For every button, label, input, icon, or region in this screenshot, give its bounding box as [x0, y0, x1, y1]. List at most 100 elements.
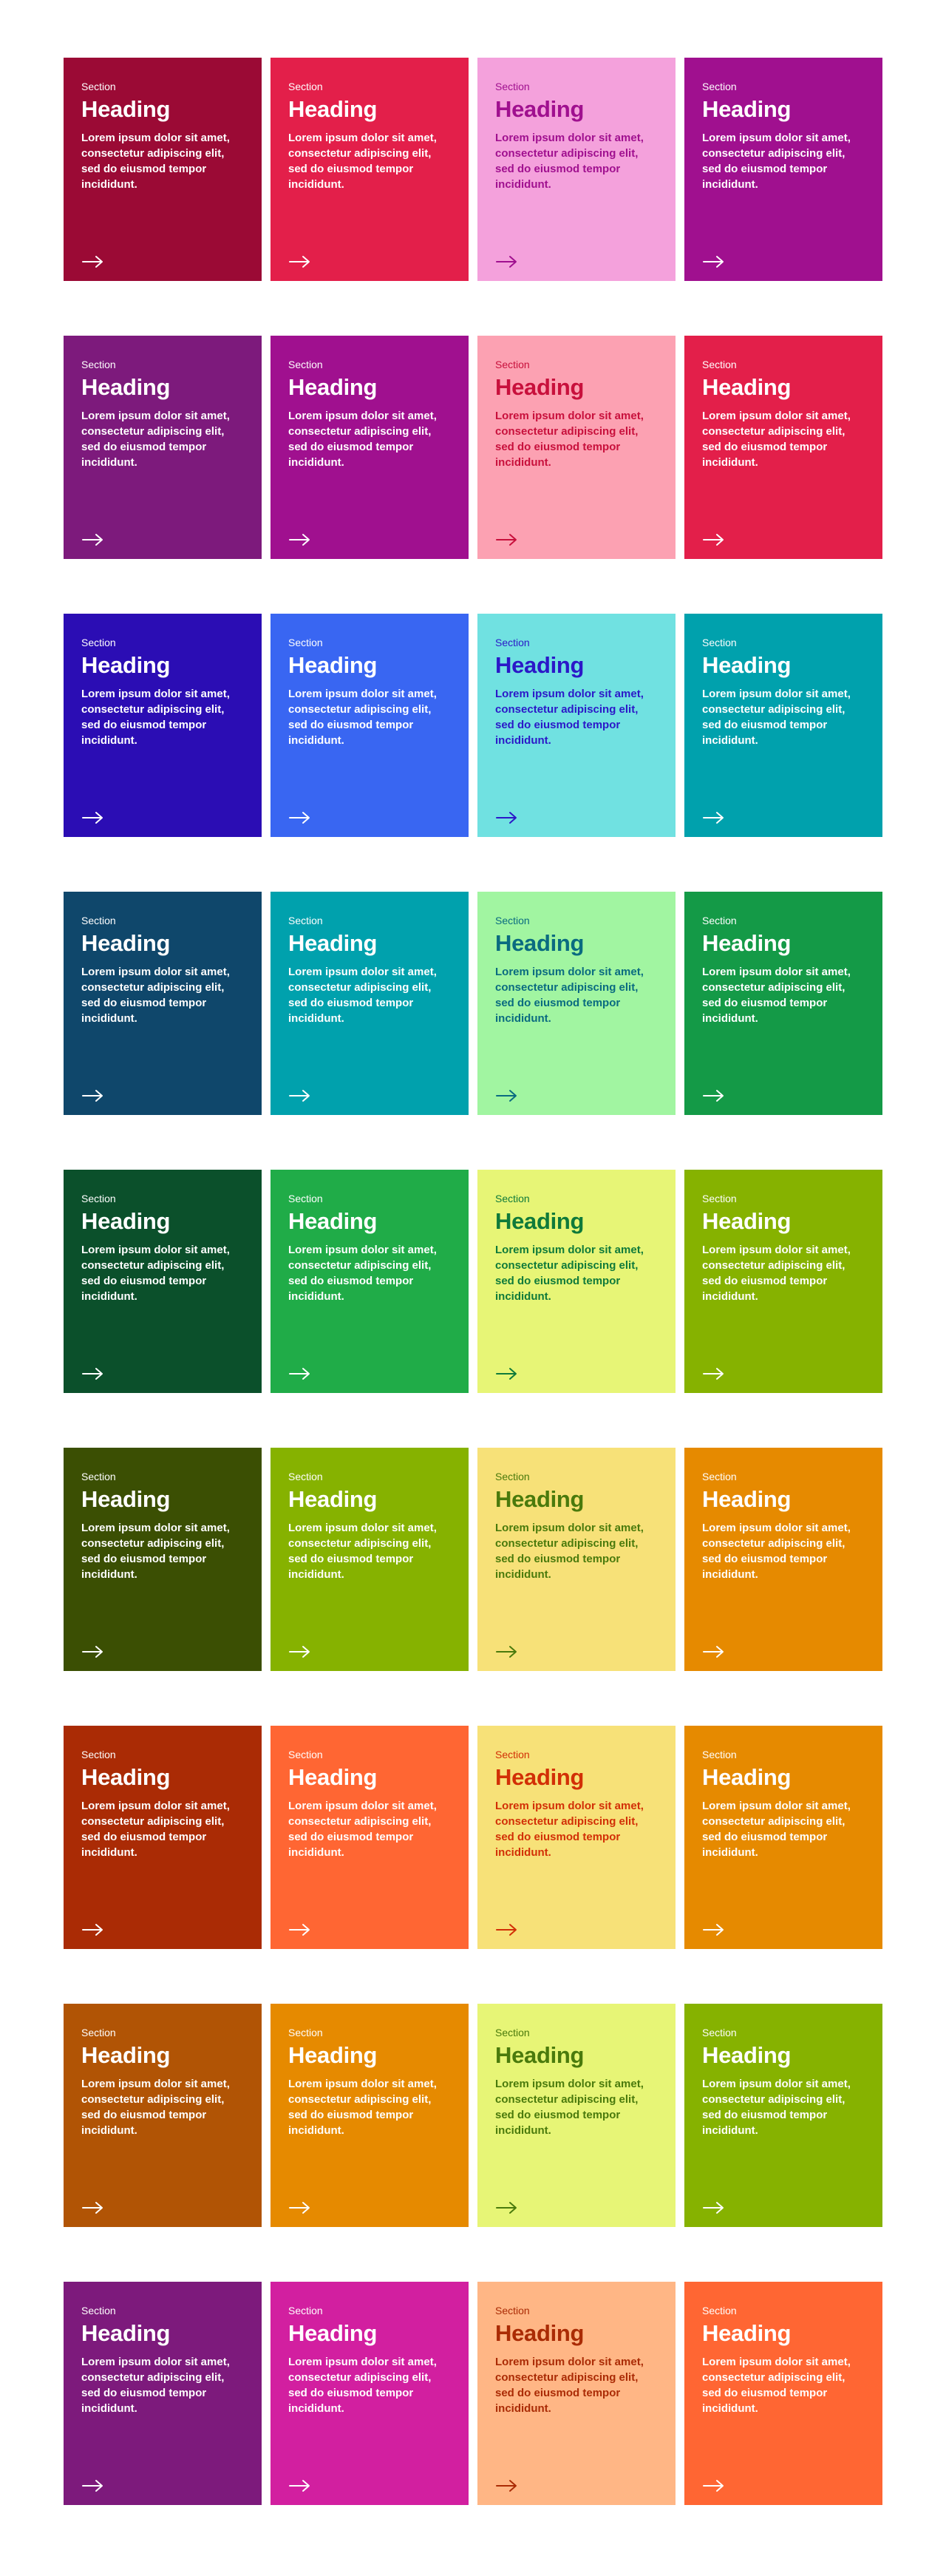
- arrow-right-icon[interactable]: [288, 254, 312, 269]
- arrow-right-icon[interactable]: [81, 2200, 105, 2215]
- arrow-right-icon[interactable]: [702, 532, 726, 547]
- section-card[interactable]: Section Heading Lorem ipsum dolor sit amet…: [477, 2282, 676, 2505]
- section-card[interactable]: Section Heading Lorem ipsum dolor sit amet…: [64, 1726, 262, 1949]
- section-card[interactable]: Section Heading Lorem ipsum dolor sit amet…: [270, 336, 469, 559]
- card-heading: Heading: [702, 96, 792, 122]
- section-card[interactable]: Section Heading Lorem ipsum dolor sit amet…: [64, 1448, 262, 1671]
- section-card[interactable]: Section Heading Lorem ipsum dolor sit amet…: [64, 2282, 262, 2505]
- arrow-right-icon[interactable]: [495, 1644, 519, 1659]
- card-row: Section Heading Lorem ipsum dolor sit amet…: [64, 1170, 882, 1393]
- card-eyebrow: Section: [81, 1471, 116, 1482]
- section-card[interactable]: Section Heading Lorem ipsum dolor sit amet…: [684, 892, 882, 1115]
- card-heading: Heading: [81, 2320, 171, 2346]
- section-card[interactable]: Section Heading Lorem ipsum dolor sit amet…: [270, 614, 469, 837]
- arrow-right-icon[interactable]: [288, 1644, 312, 1659]
- arrow-right-icon[interactable]: [702, 1922, 726, 1937]
- arrow-right-icon[interactable]: [288, 2200, 312, 2215]
- section-card[interactable]: Section Heading Lorem ipsum dolor sit amet…: [477, 1170, 676, 1393]
- card-body-text: Lorem ipsum dolor sit amet, consectetur …: [81, 2078, 230, 2137]
- section-card[interactable]: Section Heading Lorem ipsum dolor sit amet…: [64, 58, 262, 281]
- arrow-right-icon[interactable]: [288, 1088, 312, 1103]
- card-eyebrow: Section: [81, 1749, 116, 1760]
- card-eyebrow: Section: [81, 2305, 116, 2316]
- card-body-text: Lorem ipsum dolor sit amet, consectetur …: [288, 410, 437, 469]
- section-card[interactable]: Section Heading Lorem ipsum dolor sit amet…: [684, 614, 882, 837]
- card-row: Section Heading Lorem ipsum dolor sit amet…: [64, 892, 882, 1115]
- card-body-text: Lorem ipsum dolor sit amet, consectetur …: [495, 2078, 644, 2137]
- arrow-right-icon[interactable]: [288, 532, 312, 547]
- section-card[interactable]: Section Heading Lorem ipsum dolor sit amet…: [270, 1170, 469, 1393]
- arrow-right-icon[interactable]: [702, 1366, 726, 1381]
- section-card[interactable]: Section Heading Lorem ipsum dolor sit amet…: [64, 336, 262, 559]
- arrow-right-icon[interactable]: [495, 2478, 519, 2493]
- section-card[interactable]: Section Heading Lorem ipsum dolor sit amet…: [684, 1170, 882, 1393]
- section-card[interactable]: Section Heading Lorem ipsum dolor sit amet…: [477, 336, 676, 559]
- section-card[interactable]: Section Heading Lorem ipsum dolor sit amet…: [270, 1726, 469, 1949]
- card-eyebrow: Section: [495, 1471, 530, 1482]
- arrow-right-icon[interactable]: [81, 1922, 105, 1937]
- arrow-right-icon[interactable]: [81, 1366, 105, 1381]
- arrow-right-icon[interactable]: [288, 1366, 312, 1381]
- card-heading: Heading: [288, 96, 378, 122]
- arrow-right-icon[interactable]: [702, 810, 726, 825]
- section-card[interactable]: Section Heading Lorem ipsum dolor sit amet…: [477, 1726, 676, 1949]
- card-body-text: Lorem ipsum dolor sit amet, consectetur …: [81, 1522, 230, 1581]
- arrow-right-icon[interactable]: [81, 254, 105, 269]
- section-card[interactable]: Section Heading Lorem ipsum dolor sit amet…: [477, 614, 676, 837]
- section-card[interactable]: Section Heading Lorem ipsum dolor sit amet…: [684, 2004, 882, 2227]
- card-heading: Heading: [81, 374, 171, 400]
- arrow-right-icon[interactable]: [495, 2200, 519, 2215]
- card-body-text: Lorem ipsum dolor sit amet, consectetur …: [81, 966, 230, 1025]
- card-heading: Heading: [288, 1208, 378, 1234]
- section-card[interactable]: Section Heading Lorem ipsum dolor sit amet…: [64, 614, 262, 837]
- arrow-right-icon[interactable]: [81, 1088, 105, 1103]
- arrow-right-icon[interactable]: [495, 1922, 519, 1937]
- card-eyebrow: Section: [288, 637, 323, 648]
- card-body-text: Lorem ipsum dolor sit amet, consectetur …: [81, 132, 230, 191]
- arrow-right-icon[interactable]: [81, 1644, 105, 1659]
- section-card[interactable]: Section Heading Lorem ipsum dolor sit amet…: [270, 1448, 469, 1671]
- card-eyebrow: Section: [702, 359, 737, 370]
- section-card[interactable]: Section Heading Lorem ipsum dolor sit amet…: [270, 2282, 469, 2505]
- card-body-text: Lorem ipsum dolor sit amet, consectetur …: [288, 132, 437, 191]
- section-card[interactable]: Section Heading Lorem ipsum dolor sit amet…: [270, 2004, 469, 2227]
- arrow-right-icon[interactable]: [702, 2478, 726, 2493]
- arrow-right-icon[interactable]: [702, 2200, 726, 2215]
- arrow-right-icon[interactable]: [288, 1922, 312, 1937]
- arrow-right-icon[interactable]: [495, 254, 519, 269]
- card-row: Section Heading Lorem ipsum dolor sit amet…: [64, 2282, 882, 2505]
- section-card[interactable]: Section Heading Lorem ipsum dolor sit amet…: [684, 1726, 882, 1949]
- card-eyebrow: Section: [702, 915, 737, 926]
- card-eyebrow: Section: [81, 359, 116, 370]
- section-card[interactable]: Section Heading Lorem ipsum dolor sit amet…: [270, 892, 469, 1115]
- arrow-right-icon[interactable]: [81, 2478, 105, 2493]
- card-eyebrow: Section: [288, 915, 323, 926]
- arrow-right-icon[interactable]: [495, 1366, 519, 1381]
- section-card[interactable]: Section Heading Lorem ipsum dolor sit amet…: [64, 892, 262, 1115]
- section-card[interactable]: Section Heading Lorem ipsum dolor sit amet…: [684, 58, 882, 281]
- section-card[interactable]: Section Heading Lorem ipsum dolor sit amet…: [684, 336, 882, 559]
- section-card[interactable]: Section Heading Lorem ipsum dolor sit amet…: [684, 2282, 882, 2505]
- arrow-right-icon[interactable]: [495, 810, 519, 825]
- section-card[interactable]: Section Heading Lorem ipsum dolor sit amet…: [64, 1170, 262, 1393]
- section-card[interactable]: Section Heading Lorem ipsum dolor sit amet…: [684, 1448, 882, 1671]
- card-row: Section Heading Lorem ipsum dolor sit amet…: [64, 336, 882, 559]
- section-card[interactable]: Section Heading Lorem ipsum dolor sit amet…: [477, 2004, 676, 2227]
- arrow-right-icon[interactable]: [288, 810, 312, 825]
- section-card[interactable]: Section Heading Lorem ipsum dolor sit amet…: [477, 58, 676, 281]
- arrow-right-icon[interactable]: [288, 2478, 312, 2493]
- section-card[interactable]: Section Heading Lorem ipsum dolor sit amet…: [270, 58, 469, 281]
- arrow-right-icon[interactable]: [495, 1088, 519, 1103]
- section-card[interactable]: Section Heading Lorem ipsum dolor sit amet…: [64, 2004, 262, 2227]
- section-card[interactable]: Section Heading Lorem ipsum dolor sit amet…: [477, 1448, 676, 1671]
- arrow-right-icon[interactable]: [702, 1088, 726, 1103]
- arrow-right-icon[interactable]: [702, 254, 726, 269]
- arrow-right-icon[interactable]: [495, 532, 519, 547]
- arrow-right-icon[interactable]: [81, 810, 105, 825]
- section-card[interactable]: Section Heading Lorem ipsum dolor sit amet…: [477, 892, 676, 1115]
- card-eyebrow: Section: [288, 359, 323, 370]
- card-body-text: Lorem ipsum dolor sit amet, consectetur …: [81, 410, 230, 469]
- arrow-right-icon[interactable]: [81, 532, 105, 547]
- arrow-right-icon[interactable]: [702, 1644, 726, 1659]
- card-heading: Heading: [288, 2042, 378, 2068]
